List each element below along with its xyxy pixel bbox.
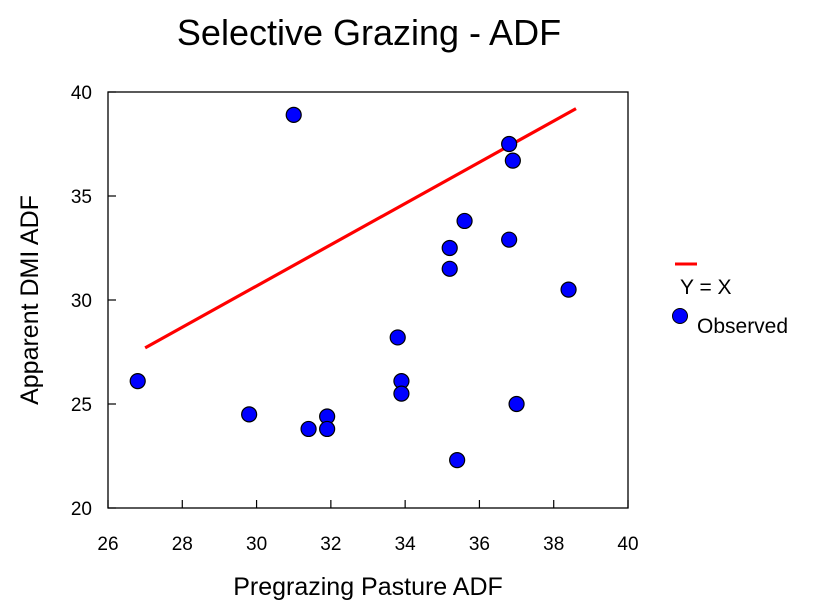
x-tick-label: 36 <box>469 534 490 555</box>
observed-point <box>241 406 258 423</box>
observed-point <box>319 420 336 438</box>
plot-frame <box>107 91 629 509</box>
legend-point-marker <box>672 308 688 324</box>
chart-title: Selective Grazing - ADF <box>177 12 561 53</box>
observed-point <box>393 385 410 402</box>
plot-area <box>107 91 629 509</box>
x-tick-label: 38 <box>543 534 564 555</box>
observed-point <box>501 135 518 153</box>
observed-point <box>285 106 302 123</box>
y-tick-label: 20 <box>71 499 92 520</box>
x-tick-label: 32 <box>320 534 341 555</box>
observed-point <box>504 152 521 169</box>
observed-point <box>441 239 458 257</box>
x-tick-label: 40 <box>617 534 638 555</box>
observed-point <box>560 281 577 298</box>
y-axis-ticks: 20 25 30 35 40 <box>71 83 116 520</box>
x-axis-ticks: 26 28 30 32 34 36 38 40 <box>97 500 639 555</box>
x-axis-label: Pregrazing Pasture ADF <box>233 573 503 601</box>
series-layer <box>129 106 577 469</box>
x-tick-label: 34 <box>395 534 417 555</box>
x-tick-label: 26 <box>97 534 118 555</box>
x-tick-label: 28 <box>172 534 193 555</box>
observed-point <box>129 373 146 390</box>
observed-point <box>508 395 525 413</box>
y-tick-label: 40 <box>71 83 92 104</box>
y-tick-label: 35 <box>71 187 92 208</box>
observed-point <box>456 212 473 230</box>
observed-point <box>441 260 458 277</box>
legend-label-y-equals-x: Y = X <box>680 276 732 299</box>
observed-point <box>300 420 317 438</box>
observed-point <box>449 452 466 469</box>
legend-label-observed: Observed <box>697 315 788 338</box>
x-tick-label: 30 <box>246 534 267 555</box>
observed-point <box>501 231 518 248</box>
observed-point <box>389 329 406 346</box>
y-tick-label: 25 <box>71 395 92 416</box>
legend: Y = X Observed <box>672 262 788 338</box>
y-tick-label: 30 <box>71 291 92 312</box>
y-axis-label: Apparent DMI ADF <box>16 195 44 405</box>
